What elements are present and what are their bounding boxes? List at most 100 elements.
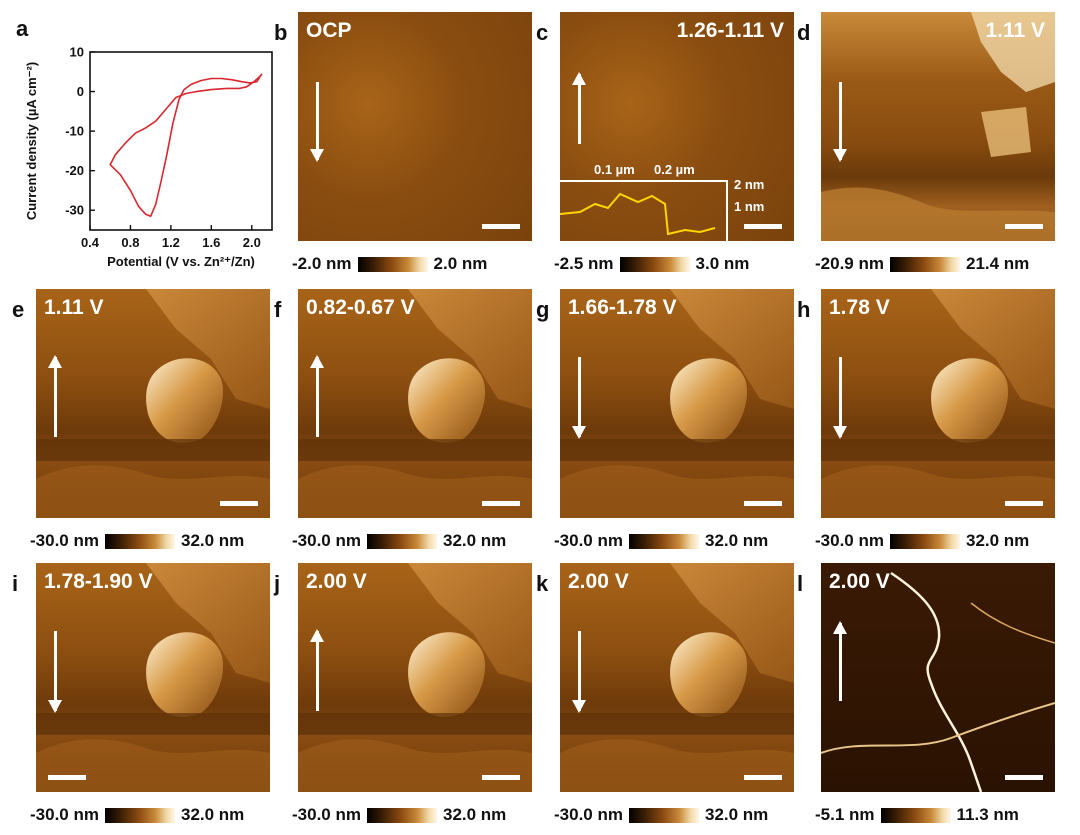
scan-direction-down-icon [48, 631, 62, 713]
colorbar-max: 32.0 nm [442, 531, 507, 550]
height-colorbar: -2.5 nm 3.0 nm [554, 253, 749, 275]
cv-curve [109, 73, 263, 217]
colorbar-max: 11.3 nm [956, 805, 1019, 824]
colorbar-gradient [104, 807, 175, 823]
scale-bar [220, 501, 258, 506]
afm-topography [821, 563, 1055, 792]
y-axis-label: Current density (µA cm⁻²) [24, 62, 39, 220]
panel-label-j: j [274, 571, 281, 596]
height-colorbar: -30.0 nm 32.0 nm [815, 530, 1029, 552]
colorbar-min: -20.9 nm [815, 254, 884, 273]
colorbar-gradient [366, 533, 437, 549]
scan-direction-down-icon [833, 357, 847, 439]
height-colorbar: -30.0 nm 32.0 nm [554, 804, 768, 826]
colorbar-min: -30.0 nm [554, 531, 623, 550]
colorbar-max: 32.0 nm [704, 531, 769, 550]
panel-label-l: l [797, 571, 804, 596]
colorbar-min: -5.1 nm [815, 805, 875, 824]
afm-image-e: 1.11 V [36, 289, 270, 518]
afm-topography [560, 12, 794, 241]
afm-image-j: 2.00 V [298, 563, 532, 792]
afm-image-l: 2.00 V [821, 563, 1055, 792]
x-axis-label: Potential (V vs. Zn²⁺/Zn) [107, 254, 255, 269]
surface-features [36, 563, 270, 792]
voltage-label: 1.11 V [44, 296, 104, 319]
y-tick-label: -20 [65, 163, 84, 178]
voltage-label: 1.66-1.78 V [568, 296, 677, 319]
colorbar-max: 32.0 nm [704, 805, 769, 824]
x-tick-label: 0.4 [81, 235, 100, 250]
voltage-label: 1.78-1.90 V [44, 570, 153, 593]
y-tick-label: -30 [65, 203, 84, 218]
plot-frame [89, 51, 273, 231]
scale-bar [482, 501, 520, 506]
colorbar-gradient [880, 807, 951, 823]
panel-label-i: i [12, 571, 19, 596]
scale-bar [744, 224, 782, 229]
profile-x-tick: 0.1 µm [594, 162, 635, 177]
scale-bar [1005, 224, 1043, 229]
voltage-label: OCP [306, 19, 352, 42]
scale-bar [1005, 501, 1043, 506]
cv-chart: 0.4 0.8 1.2 1.6 2.0 10 0 -10 -20 -30 Potential (V … [24, 45, 273, 269]
scan-direction-down-icon [572, 631, 586, 713]
y-tick-label: -10 [65, 124, 84, 139]
colorbar-gradient [619, 256, 690, 272]
panel-label-f: f [274, 297, 282, 322]
panel-label-h: h [797, 297, 811, 322]
scan-direction-up-icon [833, 621, 847, 701]
panel-label-c: c [536, 20, 549, 45]
x-tick-label: 1.2 [162, 235, 180, 250]
y-tick-label: 10 [70, 45, 84, 60]
colorbar-min: -30.0 nm [292, 531, 361, 550]
scan-direction-down-icon [310, 82, 324, 162]
voltage-label: 1.11 V [985, 19, 1045, 42]
crack-lines [821, 571, 1055, 792]
colorbar-min: -30.0 nm [30, 531, 99, 550]
surface-features [298, 563, 532, 792]
surface-features [821, 289, 1055, 518]
colorbar-gradient [104, 533, 175, 549]
scan-direction-up-icon [48, 355, 62, 437]
afm-image-i: 1.78-1.90 V [36, 563, 270, 792]
scan-direction-up-icon [310, 629, 324, 711]
height-colorbar: -30.0 nm 32.0 nm [30, 804, 244, 826]
height-colorbar: -2.0 nm 2.0 nm [292, 253, 487, 275]
colorbar-max: 2.0 nm [433, 254, 488, 273]
scan-direction-up-icon [310, 355, 324, 437]
panel-label-e: e [12, 297, 25, 322]
scale-bar [1005, 775, 1043, 780]
panel-label-a: a [16, 16, 29, 41]
scale-bar [482, 224, 520, 229]
x-tick-label: 0.8 [121, 235, 139, 250]
scale-bar [744, 501, 782, 506]
colorbar-gradient [889, 533, 960, 549]
profile-x-tick: 0.2 µm [654, 162, 695, 177]
y-tick-label: 0 [77, 84, 84, 99]
colorbar-gradient [628, 807, 699, 823]
height-colorbar: -20.9 nm 21.4 nm [815, 253, 1029, 275]
x-tick-label: 1.6 [202, 235, 220, 250]
voltage-label: 2.00 V [306, 570, 367, 593]
afm-image-d: 1.11 V [821, 12, 1055, 241]
colorbar-max: 21.4 nm [965, 254, 1030, 273]
profile-y-tick: 1 nm [734, 199, 765, 214]
x-tick-label: 2.0 [243, 235, 261, 250]
surface-features [560, 289, 794, 518]
afm-image-b: OCP [298, 12, 532, 241]
colorbar-gradient [628, 533, 699, 549]
profile-y-tick: 2 nm [734, 177, 765, 192]
scale-bar [482, 775, 520, 780]
colorbar-max: 32.0 nm [442, 805, 507, 824]
colorbar-gradient [366, 807, 437, 823]
colorbar-gradient [357, 256, 428, 272]
afm-image-k: 2.00 V [560, 563, 794, 792]
surface-features [298, 289, 532, 518]
afm-image-c: 1.26-1.11 V 0.1 µm 0.2 µm 2 nm 1 nm [560, 12, 794, 241]
afm-topography [298, 12, 532, 241]
surface-features [36, 289, 270, 518]
panel-label-g: g [536, 297, 550, 322]
voltage-label: 0.82-0.67 V [306, 296, 415, 319]
colorbar-max: 32.0 nm [180, 531, 245, 550]
scan-direction-up-icon [572, 72, 586, 144]
